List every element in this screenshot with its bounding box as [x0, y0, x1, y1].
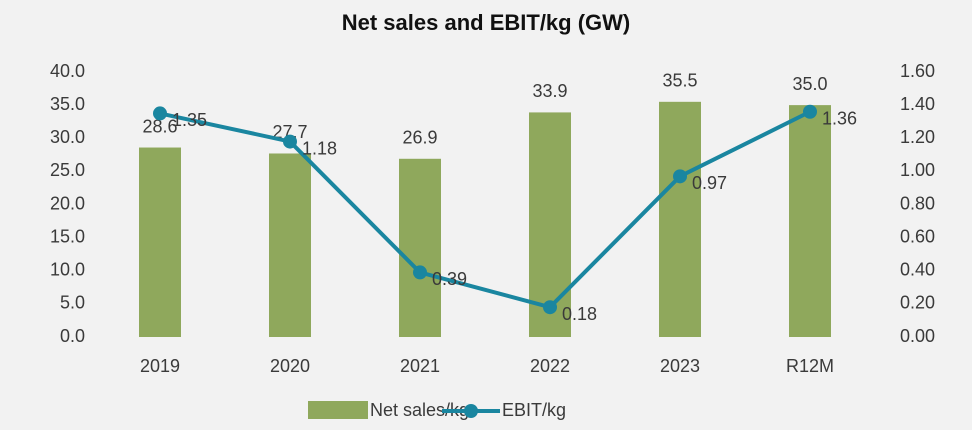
bar	[659, 101, 701, 337]
line-marker	[153, 106, 167, 121]
line-value-label: 1.18	[302, 138, 337, 158]
legend-label: EBIT/kg	[502, 400, 566, 420]
line-value-label: 0.39	[432, 269, 467, 289]
bar-value-label: 35.5	[662, 71, 697, 91]
line-value-label: 0.18	[562, 304, 597, 324]
bar-value-label: 28.6	[142, 116, 177, 136]
legend-swatch	[308, 401, 368, 419]
x-tick-label: 2019	[140, 356, 180, 376]
y2-tick-label: 1.20	[900, 127, 935, 147]
y2-tick-label: 0.00	[900, 326, 935, 346]
y2-tick-label: 0.40	[900, 260, 935, 280]
line	[159, 109, 811, 310]
bar	[529, 112, 571, 337]
x-tick-label: 2020	[270, 356, 310, 376]
y2-tick-label: 0.80	[900, 193, 935, 213]
line-value-label: 1.36	[822, 109, 857, 129]
y-tick-label: 30.0	[50, 127, 85, 147]
y2-tick-label: 0.60	[900, 226, 935, 246]
legend-label: Net sales/kg	[370, 400, 469, 420]
line-marker	[413, 265, 427, 280]
y-tick-label: 10.0	[50, 260, 85, 280]
y-tick-label: 5.0	[60, 293, 85, 313]
y-tick-label: 25.0	[50, 160, 85, 180]
bar	[789, 105, 831, 337]
bar-value-label: 35.0	[792, 74, 827, 94]
y2-tick-label: 1.60	[900, 61, 935, 81]
bar-value-label: 27.7	[272, 122, 307, 142]
line-value-label: 0.97	[692, 173, 727, 193]
legend-swatch	[464, 404, 478, 418]
chart-title: Net sales and EBIT/kg (GW)	[342, 10, 631, 35]
x-tick-label: 2023	[660, 356, 700, 376]
y2-tick-label: 1.40	[900, 94, 935, 114]
y-tick-label: 0.0	[60, 326, 85, 346]
bar-value-label: 33.9	[532, 81, 567, 101]
line-marker	[543, 300, 557, 315]
y2-tick-label: 1.00	[900, 160, 935, 180]
bar	[139, 147, 181, 337]
x-tick-label: R12M	[786, 356, 834, 376]
line-marker	[803, 104, 817, 119]
line-marker	[283, 134, 297, 149]
line-value-label: 1.35	[172, 110, 207, 130]
line-marker	[673, 169, 687, 184]
bar-value-label: 26.9	[402, 128, 437, 148]
bar	[269, 153, 311, 337]
x-tick-label: 2022	[530, 356, 570, 376]
y2-tick-label: 0.20	[900, 293, 935, 313]
bar	[399, 158, 441, 337]
y-tick-label: 35.0	[50, 94, 85, 114]
y-tick-label: 15.0	[50, 226, 85, 246]
y-tick-label: 20.0	[50, 193, 85, 213]
x-tick-label: 2021	[400, 356, 440, 376]
y-tick-label: 40.0	[50, 61, 85, 81]
